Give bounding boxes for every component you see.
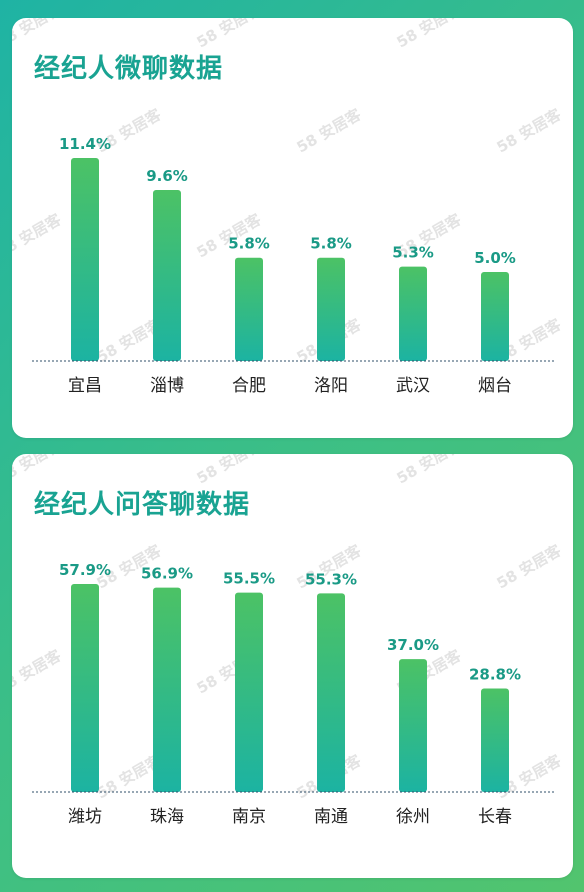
watermark-text: 58 安居客: [494, 541, 565, 593]
bar-value-label: 55.3%: [305, 570, 357, 588]
bar-value-label: 5.0%: [474, 249, 516, 267]
watermark-text: 58 安居客: [294, 105, 365, 157]
bar-value-label: 56.9%: [141, 565, 193, 583]
bar-value-label: 37.0%: [387, 636, 439, 654]
chart-card-qa: 经纪人问答聊数据 58 安居客 58 安居客 58 安居客 58 安居客 58 安居客 5…: [12, 454, 573, 878]
chart-title: 经纪人微聊数据: [34, 54, 224, 84]
category-label: 徐州: [396, 807, 430, 827]
bar-value-label: 28.8%: [469, 666, 521, 684]
bar-合肥: [235, 257, 263, 361]
category-label: 南京: [232, 807, 266, 827]
watermark-text: 58 安居客: [394, 18, 465, 51]
bar-value-label: 5.3%: [392, 244, 434, 262]
chart-card-wechat: 经纪人微聊数据 58 安居客 58 安居客 58 安居客 58 安居客 58 安居客 58…: [12, 18, 573, 438]
category-label: 长春: [478, 807, 512, 827]
bar-淄博: [153, 190, 181, 361]
watermark-text: 58 安居客: [12, 18, 65, 51]
bar-宜昌: [71, 158, 99, 361]
watermark-text: 58 安居客: [12, 454, 65, 487]
watermark-text: 58 安居客: [194, 454, 265, 487]
watermark-text: 58 安居客: [12, 210, 65, 262]
watermark-text: 58 安居客: [394, 454, 465, 487]
bar-洛阳: [317, 257, 345, 361]
bar-value-label: 11.4%: [59, 135, 111, 153]
bar-value-label: 55.5%: [223, 570, 275, 588]
bar-长春: [481, 688, 509, 792]
category-label: 淄博: [150, 376, 184, 396]
bar-潍坊: [71, 584, 99, 792]
bar-武汉: [399, 266, 427, 361]
chart-title: 经纪人问答聊数据: [34, 490, 251, 520]
bar-徐州: [399, 659, 427, 792]
category-label: 烟台: [478, 376, 512, 396]
bar-南通: [317, 593, 345, 792]
watermark-text: 58 安居客: [494, 105, 565, 157]
bar-value-label: 5.8%: [310, 235, 352, 253]
bar-珠海: [153, 587, 181, 792]
category-label: 武汉: [396, 376, 430, 396]
category-label: 合肥: [232, 376, 266, 396]
category-label: 洛阳: [314, 376, 348, 396]
category-label: 宜昌: [68, 376, 102, 396]
category-label: 潍坊: [68, 807, 102, 827]
watermark-text: 58 安居客: [12, 646, 65, 698]
category-label: 南通: [314, 807, 348, 827]
bar-value-label: 57.9%: [59, 561, 111, 579]
watermark-text: 58 安居客: [194, 18, 265, 51]
bar-value-label: 9.6%: [146, 167, 188, 185]
category-label: 珠海: [150, 807, 184, 827]
bar-value-label: 5.8%: [228, 235, 270, 253]
bar-南京: [235, 592, 263, 792]
bar-烟台: [481, 271, 509, 361]
